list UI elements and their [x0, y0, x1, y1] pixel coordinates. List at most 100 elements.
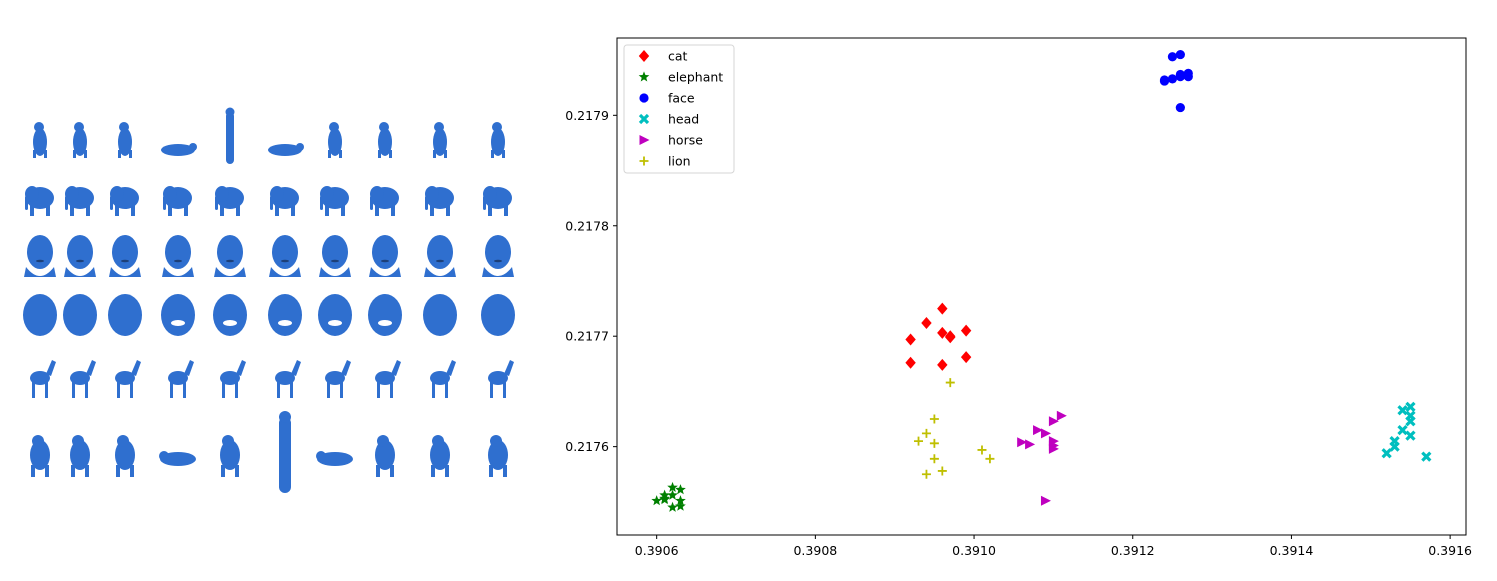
axes: 0.3906 0.3908 0.3910 0.3912 0.3914 0.3916 0.21…: [565, 108, 1472, 558]
elephant-point: [675, 484, 686, 495]
legend-marker-lion: [639, 156, 649, 166]
lion-point: [937, 466, 947, 476]
lion-shape-icon: [159, 451, 196, 466]
head-shape-icon: [24, 235, 56, 277]
head-point: [1397, 424, 1408, 436]
face-point: [1183, 68, 1193, 78]
x-tick-label: 0.3906: [635, 543, 679, 558]
horse-shape-icon: [30, 360, 56, 398]
horse-shape-icon: [275, 360, 301, 398]
cat-shape-icon: [161, 143, 197, 156]
elephant-point: [651, 495, 662, 506]
lion-shape-icon: [220, 435, 240, 477]
elephant-point: [667, 489, 678, 500]
legend-marker-elephant: [638, 71, 650, 82]
elephant-point: [659, 494, 670, 505]
face-shape-icon: [161, 294, 195, 336]
head-point: [1405, 416, 1416, 427]
head-point: [1389, 441, 1400, 452]
horse-shape-icon: [488, 360, 514, 398]
head-shape-icon: [109, 235, 141, 277]
lion-point: [921, 469, 931, 479]
head-shape-icon: [424, 235, 456, 277]
legend-marker-cat: [638, 50, 650, 62]
elephant-shape-icon: [483, 186, 512, 216]
cat-shape-icon: [33, 122, 47, 158]
head-point: [1405, 430, 1416, 441]
lion-shape-icon: [115, 435, 135, 477]
lion-shape-icon: [279, 411, 291, 493]
plot-frame: [616, 37, 1467, 536]
face-shape-icon: [23, 294, 57, 336]
data-points: [651, 49, 1432, 512]
legend-box: [623, 44, 735, 174]
cat-point: [945, 331, 956, 344]
cat-point: [960, 324, 972, 337]
horse-shape-icon: [325, 360, 351, 398]
face-shape-icon: [423, 294, 457, 336]
lion-point: [921, 428, 931, 438]
elephant-point: [675, 500, 686, 511]
cat-shape-icon: [118, 122, 132, 158]
cat-point: [937, 326, 948, 339]
x-tick-label: 0.3908: [793, 543, 837, 558]
horse-shape-icon: [375, 360, 401, 398]
horse-point: [1017, 437, 1028, 448]
horse-point: [1056, 410, 1067, 421]
elephant-point: [675, 495, 686, 506]
elephant-shape-icon: [425, 186, 454, 216]
lion-shape-icon: [316, 451, 353, 466]
head-point: [1381, 448, 1392, 459]
head-shape-icon: [214, 235, 246, 277]
face-point: [1167, 52, 1178, 62]
y-tick-label: 0.2177: [565, 329, 609, 344]
cat-shape-icon: [491, 122, 505, 158]
horse-shape-icon: [430, 360, 456, 398]
elephant-shape-icon: [370, 186, 399, 216]
lion-point: [985, 454, 995, 464]
cat-shape-icon: [73, 122, 87, 158]
legend-marker-head: [638, 113, 650, 125]
cat-point: [960, 351, 972, 364]
cat-point: [905, 356, 916, 369]
cat-shape-icon: [328, 122, 342, 158]
head-point: [1405, 401, 1416, 413]
x-tick-label: 0.3910: [952, 543, 996, 558]
cat-point: [937, 358, 948, 371]
face-shape-icon: [318, 294, 352, 336]
face-shape-icon: [368, 294, 402, 336]
legend-label-face: face: [668, 91, 695, 106]
cat-shape-icon: [378, 122, 392, 158]
legend-label-head: head: [668, 112, 699, 127]
head-shape-icon: [319, 235, 351, 277]
horse-point: [1033, 425, 1044, 436]
horse-shape-icon: [220, 360, 246, 398]
elephant-shape-icon: [320, 186, 349, 216]
horse-point: [1025, 439, 1036, 450]
horse-point: [1040, 495, 1051, 506]
head-shape-icon: [369, 235, 401, 277]
lion-shape-icon: [430, 435, 450, 477]
lion-point: [929, 438, 939, 448]
head-shape-icon: [162, 235, 194, 277]
lion-shape-icon: [70, 435, 90, 477]
head-shape-icon: [269, 235, 301, 277]
horse-point: [1040, 428, 1051, 439]
elephant-shape-icon: [25, 186, 54, 216]
legend-label-horse: horse: [668, 133, 703, 148]
lion-shape-icon: [375, 435, 395, 477]
horse-shape-icon: [115, 360, 141, 398]
cat-shape-icon: [225, 107, 235, 164]
head-point: [1421, 451, 1432, 462]
lion-point: [945, 378, 955, 388]
elephant-point: [667, 481, 678, 493]
legend-marker-horse: [639, 135, 650, 145]
face-shape-icon: [268, 294, 302, 336]
horse-shape-icon: [70, 360, 96, 398]
elephant-shape-icon: [65, 186, 94, 216]
horse-shape-icon: [168, 360, 194, 398]
x-tick-label: 0.3916: [1428, 543, 1472, 558]
y-tick-label: 0.2178: [565, 218, 609, 233]
face-point: [1159, 75, 1170, 85]
y-tick-label: 0.2176: [565, 439, 609, 454]
